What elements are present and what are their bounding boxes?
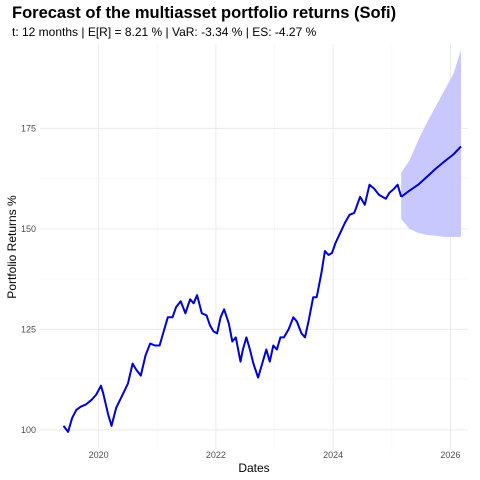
x-tick-label: 2020 bbox=[89, 450, 109, 460]
history-line bbox=[62, 183, 403, 433]
chart-subtitle: t: 12 months | E[R] = 8.21 % | VaR: -3.3… bbox=[12, 25, 317, 39]
x-tick-label: 2024 bbox=[323, 450, 343, 460]
y-tick-label: 150 bbox=[21, 224, 36, 234]
x-tick-label: 2026 bbox=[440, 450, 460, 460]
y-tick-label: 125 bbox=[21, 324, 36, 334]
y-tick-label: 175 bbox=[21, 123, 36, 133]
forecast-interval-band bbox=[401, 50, 461, 237]
x-axis-title: Dates bbox=[238, 461, 269, 475]
x-tick-label: 2022 bbox=[206, 450, 226, 460]
y-axis-title: Portfolio Returns % bbox=[5, 195, 19, 299]
forecast-line bbox=[400, 145, 462, 198]
chart-title: Forecast of the multiasset portfolio ret… bbox=[12, 4, 397, 22]
y-tick-label: 100 bbox=[21, 425, 36, 435]
